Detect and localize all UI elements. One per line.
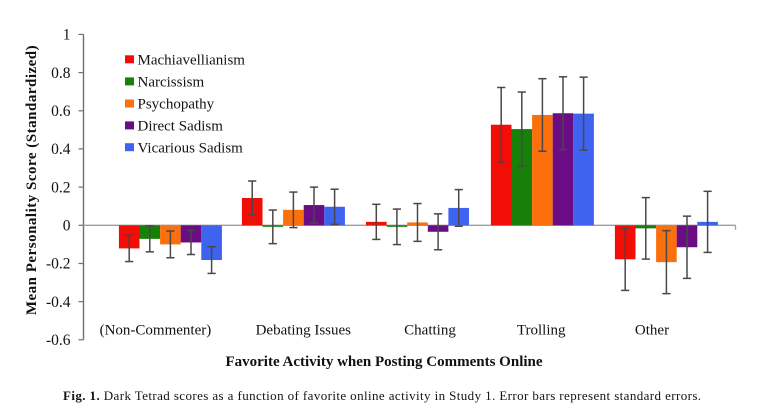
svg-text:-0.4: -0.4 (46, 294, 71, 311)
svg-text:Mean Personality Score (Standa: Mean Personality Score (Standardized) (24, 45, 40, 315)
svg-text:0.4: 0.4 (51, 141, 71, 158)
svg-text:-0.6: -0.6 (46, 332, 71, 349)
svg-text:-0.2: -0.2 (46, 256, 71, 273)
svg-text:Narcissism: Narcissism (138, 75, 205, 91)
svg-text:1: 1 (63, 27, 71, 44)
svg-text:Debating Issues: Debating Issues (256, 323, 352, 339)
svg-text:Vicarious Sadism: Vicarious Sadism (138, 140, 244, 156)
svg-text:Trolling: Trolling (517, 323, 566, 339)
svg-text:Chatting: Chatting (404, 323, 456, 339)
svg-text:Fig. 1. Dark Tetrad scores as: Fig. 1. Dark Tetrad scores as a function… (63, 388, 701, 403)
svg-text:0.6: 0.6 (51, 103, 71, 120)
svg-text:Other: Other (635, 323, 669, 339)
svg-text:0.2: 0.2 (51, 179, 70, 196)
svg-text:0.8: 0.8 (51, 65, 71, 82)
svg-text:Machiavellianism: Machiavellianism (138, 53, 246, 69)
svg-text:Psychopathy: Psychopathy (138, 97, 215, 113)
svg-text:(Non-Commenter): (Non-Commenter) (100, 323, 212, 339)
svg-text:Favorite Activity when Posting: Favorite Activity when Posting Comments … (225, 354, 542, 370)
svg-text:0: 0 (63, 218, 71, 235)
svg-text:Direct Sadism: Direct Sadism (138, 119, 224, 135)
